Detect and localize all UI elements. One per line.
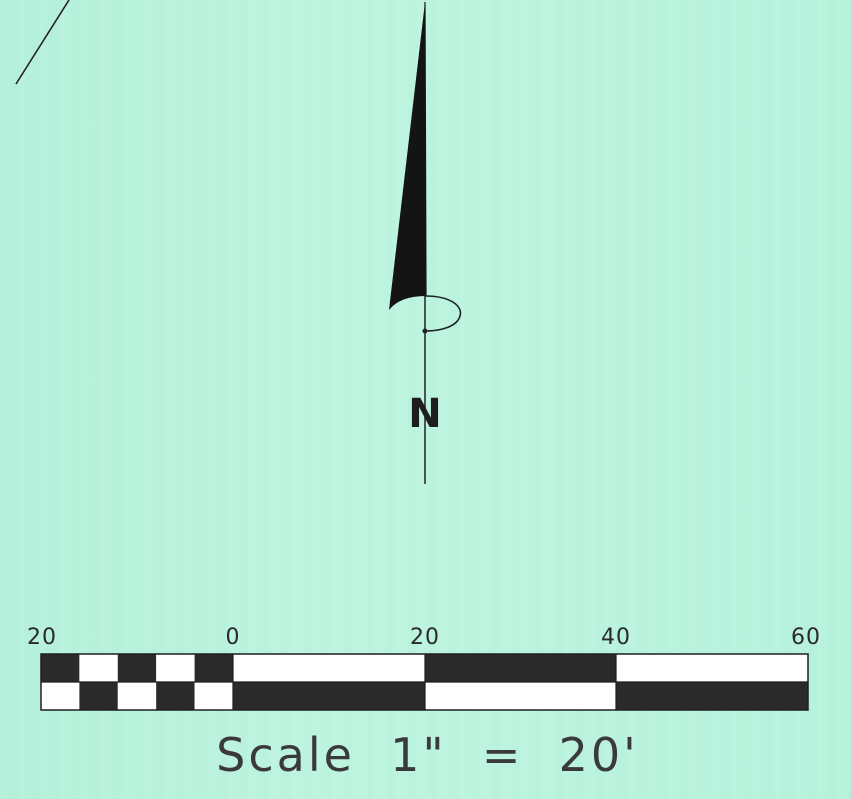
scale-segment xyxy=(233,682,425,710)
scale-segment xyxy=(41,682,80,710)
scale-segment xyxy=(156,654,195,682)
scale-segment xyxy=(41,654,80,682)
north-arrow-edge xyxy=(424,1,427,297)
scale-segment xyxy=(425,682,616,710)
north-arrow-pivot xyxy=(422,328,428,334)
scale-segment xyxy=(79,682,118,710)
scale-segment xyxy=(616,654,808,682)
north-arrow-loop xyxy=(424,295,462,332)
scale-tick-label: 20 xyxy=(27,625,57,650)
north-label: N xyxy=(408,391,441,437)
scale-segment xyxy=(194,654,233,682)
scale-tick-label: 60 xyxy=(791,625,821,650)
scale-segment xyxy=(156,682,195,710)
scale-caption: Scale 1" = 20' xyxy=(216,728,639,782)
scale-segment xyxy=(194,682,233,710)
north-arrow-blade xyxy=(389,2,426,310)
scale-segment xyxy=(117,654,157,682)
scale-bar xyxy=(40,653,809,711)
scale-tick-label: 40 xyxy=(601,625,631,650)
property-line xyxy=(15,0,70,85)
scale-segment xyxy=(616,682,808,710)
scale-segment xyxy=(233,654,425,682)
north-arrow: N xyxy=(389,1,462,484)
scale-segment xyxy=(117,682,157,710)
scale-segment xyxy=(79,654,118,682)
scale-segment xyxy=(425,654,616,682)
scale-tick-labels: 20 0 20 40 60 xyxy=(27,625,821,650)
scale-tick-label: 20 xyxy=(410,625,440,650)
scale-tick-label: 0 xyxy=(226,625,241,650)
